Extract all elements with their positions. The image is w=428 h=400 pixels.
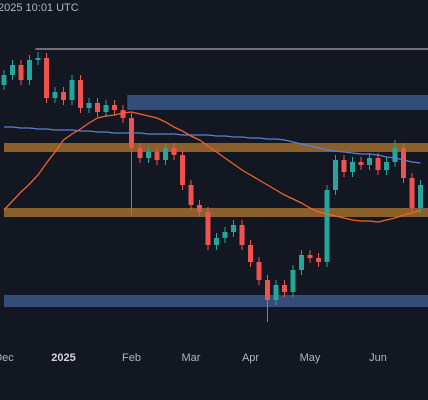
candle-body <box>392 148 398 162</box>
candle-body <box>86 103 92 108</box>
candle-body <box>367 158 372 165</box>
x-tick-label: Feb <box>122 352 141 364</box>
candle-body <box>307 255 313 258</box>
price-zone <box>4 295 428 307</box>
candle-body <box>418 185 423 208</box>
candle-body <box>10 65 15 75</box>
candle-body <box>290 270 296 292</box>
candle-body <box>341 160 347 172</box>
candle-body <box>163 148 168 160</box>
candle-body <box>180 155 185 185</box>
candle-body <box>146 152 151 158</box>
moving-average <box>4 126 421 164</box>
candle-body <box>171 148 177 155</box>
x-tick-label: Apr <box>242 352 259 364</box>
candle-body <box>384 162 389 170</box>
candle-body <box>239 225 245 245</box>
candle-body <box>324 190 330 262</box>
candle-body <box>333 160 338 190</box>
top-bar <box>0 0 428 18</box>
header-text: 2025 10:01 UTC <box>0 2 79 14</box>
candle-body <box>137 148 143 158</box>
candle-body <box>154 152 160 160</box>
x-tick-label: May <box>300 352 321 364</box>
candle-body <box>78 80 83 108</box>
candle-body <box>231 225 236 232</box>
price-zone <box>4 143 428 152</box>
candle-body <box>35 58 41 60</box>
candle-body <box>265 280 270 300</box>
candle-body <box>282 285 287 292</box>
candle-body <box>18 65 24 80</box>
candle-body <box>95 103 100 112</box>
candle-body <box>61 92 66 100</box>
candle-body <box>112 105 117 110</box>
candle-body <box>358 162 364 165</box>
candle-body <box>103 105 109 112</box>
x-tick-label: Mar <box>182 352 201 364</box>
candle-body <box>401 148 406 178</box>
candle-body <box>69 80 75 100</box>
candle-body <box>299 255 304 270</box>
x-tick-label: 2025 <box>51 352 75 364</box>
candle-body <box>52 92 58 98</box>
x-tick-label: Dec <box>0 352 14 364</box>
candle-body <box>256 262 262 280</box>
candle-body <box>222 232 228 238</box>
price-zone <box>4 208 428 217</box>
candle-body <box>273 285 279 300</box>
price-zone <box>127 95 428 110</box>
candle-body <box>44 58 49 98</box>
candle-body <box>205 212 211 245</box>
candle-body <box>197 205 202 212</box>
moving-average <box>3 111 421 223</box>
candle-body <box>375 158 381 170</box>
candle-body <box>350 162 355 172</box>
candle-body <box>316 258 321 262</box>
candle-body <box>409 178 415 208</box>
candle-body <box>188 185 194 205</box>
candle-body <box>27 60 32 80</box>
candle-body <box>1 75 7 85</box>
candle-body <box>214 238 219 245</box>
x-tick-label: Jun <box>369 352 387 364</box>
candle-body <box>248 245 253 262</box>
candle-body <box>120 110 126 118</box>
